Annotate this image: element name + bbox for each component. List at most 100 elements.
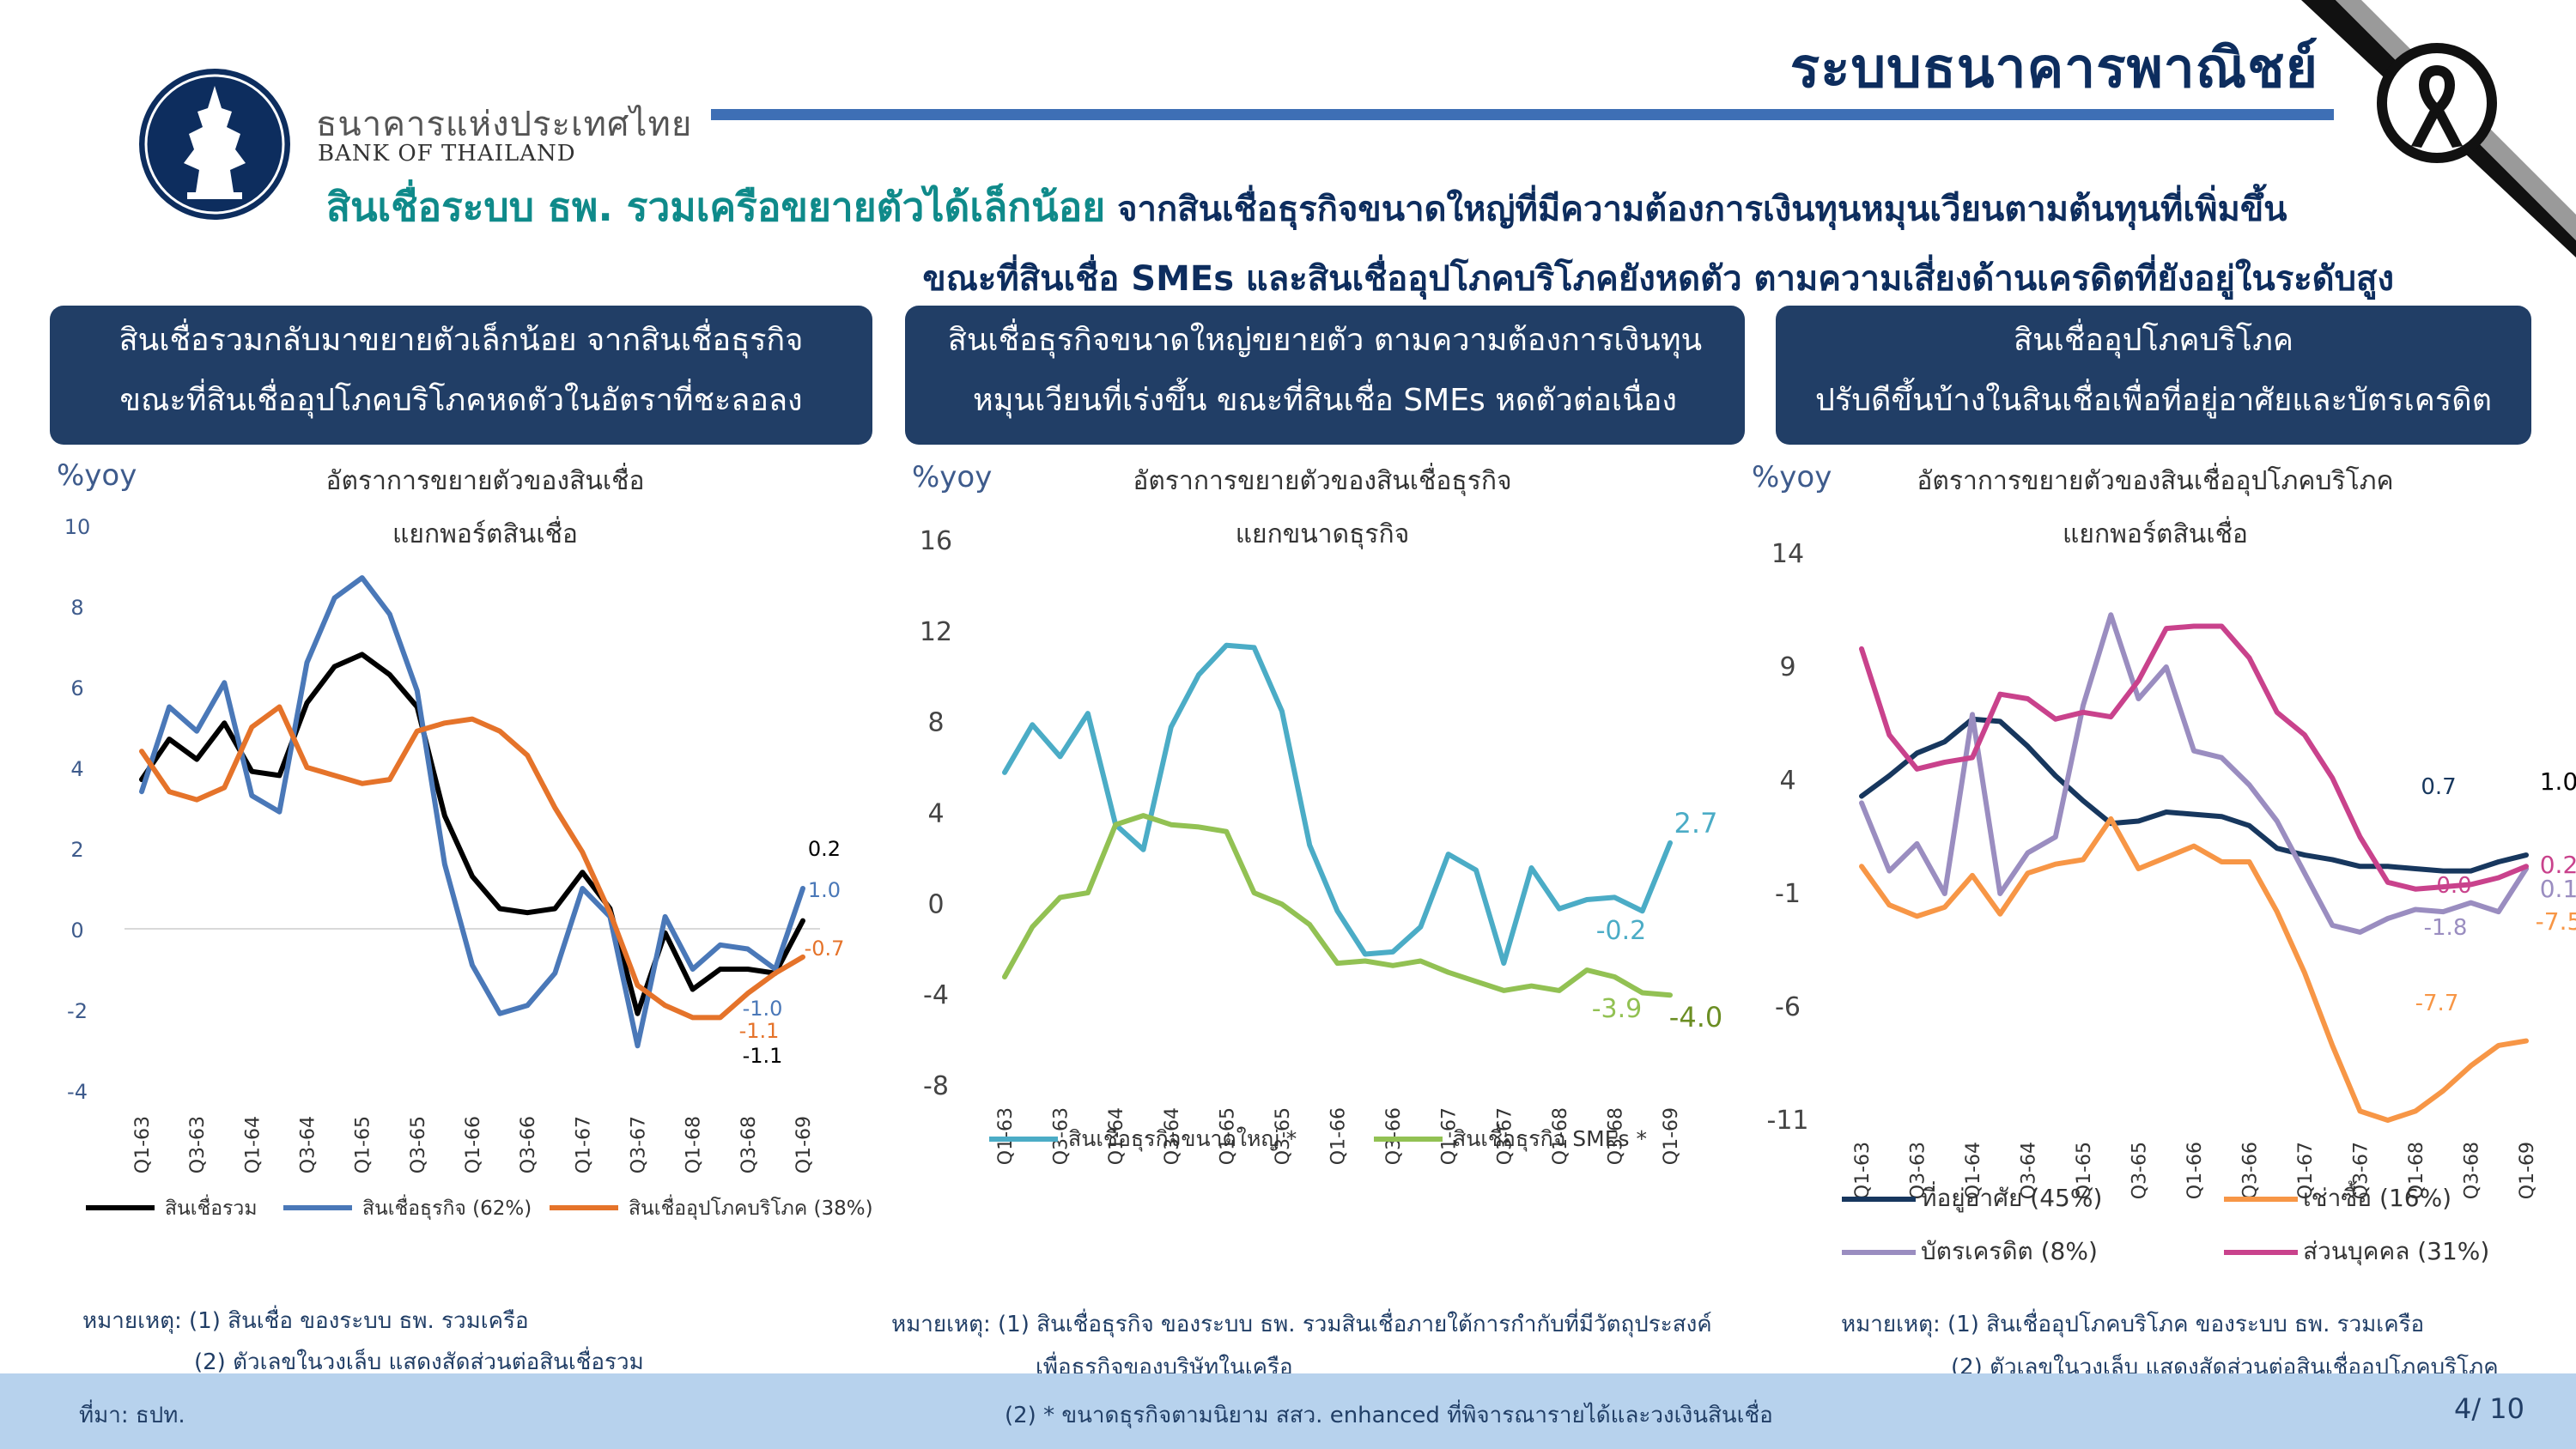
chart-2-title-line-2: แยกขนาดธุรกิจ [1235, 519, 1410, 549]
y-tick-label: -8 [923, 1071, 949, 1101]
series-end-label: 0.1 [2540, 875, 2576, 903]
legend-label: สินเชื่อธุรกิจ SMEs * [1453, 1124, 1647, 1152]
y-tick-label: 12 [920, 617, 952, 647]
data-annotation: -1.1 [743, 1044, 783, 1068]
x-tick-label: Q1-68 [683, 1116, 705, 1173]
x-tick-label: Q1-67 [573, 1116, 594, 1173]
x-tick-label: Q1-65 [2074, 1142, 2095, 1199]
title-underline [711, 109, 2334, 120]
panel-3-header-line-2: ปรับดีขึ้นบ้างในสินเชื่อเพื่อที่อยู่อาศั… [1815, 383, 2492, 418]
x-tick-label: Q1-65 [1217, 1107, 1238, 1165]
chart-1-loan-growth-by-portfolio: 10 8 6 4 2 0 -2 -4 Q1-63 Q3-63 Q1-64 Q3-64 Q1-65 Q3-6… [64, 515, 873, 1220]
chart-1-note-1: หมายเหตุ: (1) สินเชื่อ ของระบบ ธพ. รวมเค… [82, 1308, 529, 1334]
chart-2-note-1: หมายเหตุ: (1) สินเชื่อธุรกิจ ของระบบ ธพ.… [891, 1312, 1712, 1337]
series-end-label: -7.5 [2536, 907, 2576, 936]
x-tick-label: Q3-67 [1494, 1107, 1516, 1165]
chart-1-title-line-1: อัตราการขยายตัวของสินเชื่อ [325, 466, 645, 496]
y-tick-label: -2 [67, 999, 88, 1023]
footer-bar [0, 1373, 2576, 1449]
panel-2-header-line-2: หมุนเวียนที่เร่งขึ้น ขณะที่สินเชื่อ SMEs… [972, 383, 1678, 418]
x-tick-label: Q1-66 [463, 1116, 484, 1173]
legend-label: สินเชื่อรวม [165, 1194, 257, 1220]
x-tick-label: Q3-63 [1051, 1107, 1072, 1165]
chart-3-title: อัตราการขยายตัวของสินเชื่ออุปโภคบริโภค แ… [1889, 455, 2421, 561]
data-annotation: -7.7 [2415, 991, 2459, 1016]
page-number: 4/ 10 [2453, 1392, 2524, 1425]
legend-label: สินเชื่ออุปโภคบริโภค (38%) [629, 1194, 873, 1220]
y-tick-label: 4 [927, 799, 944, 829]
x-tick-label: Q1-69 [793, 1116, 815, 1173]
y-tick-label: 10 [64, 515, 91, 539]
chart-2-y-unit: %yoy [912, 460, 993, 494]
data-annotation: -1.1 [739, 1019, 780, 1043]
x-tick-label: Q3-64 [1162, 1107, 1183, 1165]
bank-name-thai: ธนาคารแห่งประเทศไทย [316, 105, 693, 144]
series-end-label: 2.7 [1674, 807, 1718, 840]
data-annotation: 0.7 [2421, 774, 2456, 800]
x-tick-label: Q1-63 [1852, 1142, 1874, 1199]
chart-3-title-line-1: อัตราการขยายตัวของสินเชื่ออุปโภคบริโภค [1917, 466, 2394, 496]
series-end-label: -0.7 [805, 937, 845, 961]
legend-label: บัตรเครดิต (8%) [1921, 1237, 2098, 1265]
x-tick-label: Q3-68 [2462, 1142, 2483, 1199]
series-end-label: -4.0 [1669, 1001, 1722, 1034]
x-tick-label: Q3-66 [2240, 1142, 2262, 1199]
data-annotation: -1.0 [743, 997, 783, 1021]
x-tick-label: Q3-65 [2129, 1142, 2151, 1199]
bank-name-english: BANK OF THAILAND [318, 141, 576, 167]
y-tick-label: -1 [1775, 879, 1801, 909]
y-tick-label: 0 [70, 919, 83, 943]
y-tick-label: 9 [1779, 652, 1795, 682]
x-tick-label: Q3-65 [408, 1116, 429, 1173]
page-title: ระบบธนาคารพาณิชย์ [1789, 37, 2318, 100]
chart-3-consumer-loan-growth-by-portfolio: 14 9 4 -1 -6 -11 Q1-63 Q3-63 Q1-64 Q3-64 Q1-65 Q3-6… [1767, 539, 2576, 1266]
legend-label: ส่วนบุคคล (31%) [2303, 1237, 2489, 1266]
legend-label: สินเชื่อธุรกิจ (62%) [362, 1194, 532, 1220]
chart-1-title-line-2: แยกพอร์ตสินเชื่อ [392, 519, 578, 549]
x-tick-label: Q3-67 [2351, 1142, 2372, 1199]
series-line [139, 652, 805, 1016]
series-line [139, 575, 805, 1049]
headline-highlight: สินเชื่อระบบ ธพ. รวมเครือขยายตัวได้เล็กน… [326, 184, 1106, 230]
panel-1-header-line-2: ขณะที่สินเชื่ออุปโภคบริโภคหดตัวในอัตราที… [119, 383, 803, 418]
series-end-label: 1.0 [808, 878, 841, 902]
x-tick-label: Q1-63 [132, 1116, 154, 1173]
x-tick-label: Q3-64 [298, 1116, 319, 1173]
y-tick-label: 8 [927, 708, 944, 738]
x-tick-label: Q3-67 [629, 1116, 650, 1173]
y-tick-label: 2 [70, 838, 83, 862]
bank-of-thailand-logo [139, 69, 290, 220]
y-tick-label: 16 [920, 526, 952, 556]
x-tick-label: Q3-66 [518, 1116, 539, 1173]
x-tick-label: Q3-64 [2019, 1142, 2040, 1199]
y-tick-label: -11 [1767, 1106, 1809, 1136]
chart-1-title: อัตราการขยายตัวของสินเชื่อ แยกพอร์ตสินเช… [258, 455, 713, 561]
series-line [139, 704, 805, 1021]
x-tick-label: Q1-69 [2517, 1142, 2538, 1199]
x-tick-label: Q1-64 [1106, 1107, 1127, 1165]
x-tick-label: Q1-67 [2295, 1142, 2317, 1199]
x-tick-label: Q3-68 [1605, 1107, 1626, 1165]
x-tick-label: Q1-67 [1439, 1107, 1461, 1165]
panel-3-header-line-1: สินเชื่ออุปโภคบริโภค [2014, 323, 2293, 358]
y-tick-label: 4 [1779, 766, 1795, 796]
y-tick-label: -4 [923, 980, 949, 1010]
panel-1-header: สินเชื่อรวมกลับมาขยายตัวเล็กน้อย จากสินเ… [50, 306, 872, 445]
y-tick-label: -4 [67, 1080, 88, 1104]
data-annotation: 0.0 [2436, 873, 2471, 899]
chart-3-y-unit: %yoy [1752, 460, 1832, 494]
headline-line-2: ขณะที่สินเชื่อ SMEs และสินเชื่ออุปโภคบริ… [922, 259, 2394, 299]
x-tick-label: Q3-65 [1273, 1107, 1294, 1165]
x-tick-label: Q1-66 [2184, 1142, 2206, 1199]
data-annotation: -0.2 [1596, 916, 1647, 946]
x-tick-label: Q3-66 [1383, 1107, 1405, 1165]
series-end-label: 0.2 [2540, 851, 2576, 879]
legend-label: เช่าซื้อ (16%) [2303, 1180, 2451, 1212]
x-tick-label: Q1-66 [1328, 1107, 1350, 1165]
source-text: ที่มา: ธปท. [79, 1403, 185, 1428]
chart-1-y-unit: %yoy [57, 458, 137, 493]
chart-2-title-line-1: อัตราการขยายตัวของสินเชื่อธุรกิจ [1133, 466, 1512, 496]
legend-label: ที่อยู่อาศัย (45%) [1921, 1181, 2102, 1213]
series-end-label: 0.2 [808, 837, 841, 861]
data-annotation: -1.8 [2424, 915, 2468, 941]
